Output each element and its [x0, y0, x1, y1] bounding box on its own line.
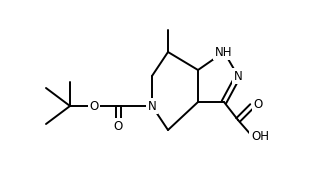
Text: NH: NH — [215, 46, 233, 59]
Text: N: N — [234, 70, 242, 83]
Text: O: O — [113, 119, 123, 132]
Text: O: O — [89, 99, 99, 113]
Text: O: O — [253, 98, 263, 111]
Text: OH: OH — [251, 129, 269, 142]
Text: N: N — [148, 99, 156, 113]
